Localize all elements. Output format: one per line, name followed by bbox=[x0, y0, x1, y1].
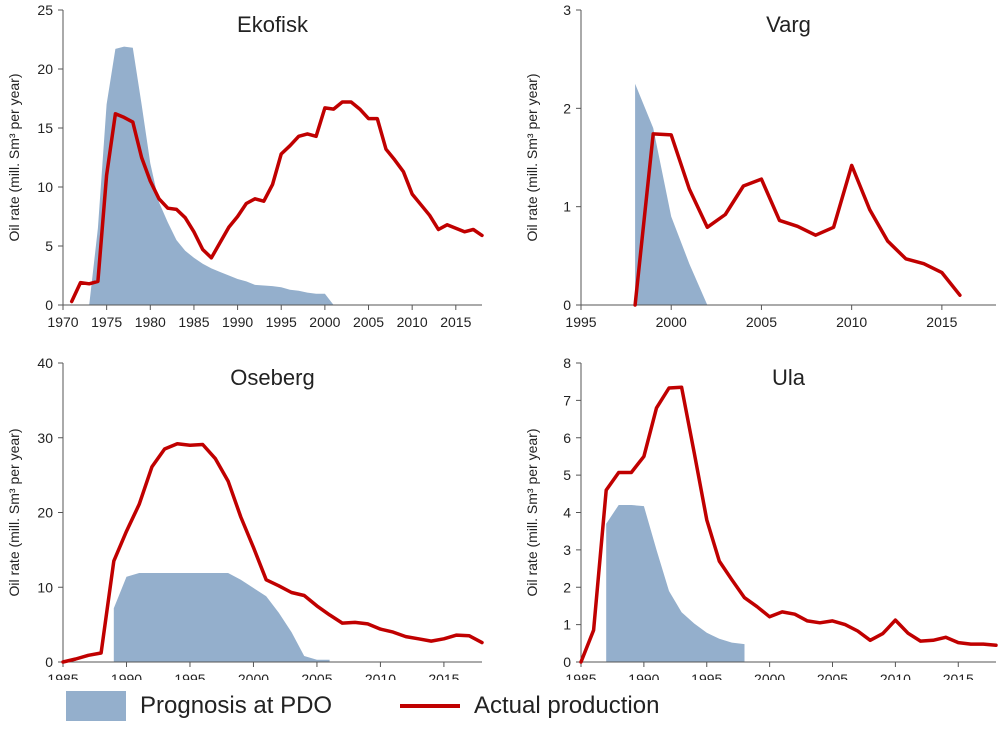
legend-swatch-actual bbox=[400, 704, 460, 708]
y-tick-label: 2 bbox=[563, 100, 571, 116]
legend-item-prognosis: Prognosis at PDO bbox=[66, 686, 332, 726]
y-tick-label: 1 bbox=[563, 199, 571, 215]
x-tick-label: 2005 bbox=[746, 314, 777, 330]
prognosis-area bbox=[89, 46, 334, 305]
y-tick-label: 20 bbox=[37, 61, 53, 77]
x-tick-label: 2000 bbox=[238, 671, 269, 680]
y-tick-label: 25 bbox=[37, 2, 53, 18]
x-tick-label: 1995 bbox=[174, 671, 205, 680]
chart-panel-oseberg: 1985 1990 1995 2000 2005 2010 2015 0 10 20 30 40 Oil… bbox=[6, 355, 484, 680]
panel-title: Ekofisk bbox=[237, 12, 309, 37]
x-tick-label: 2000 bbox=[309, 314, 340, 330]
prognosis-area bbox=[113, 573, 330, 662]
panel-title: Oseberg bbox=[230, 365, 314, 390]
x-tick-label: 2005 bbox=[817, 671, 848, 680]
x-tick-label: 2015 bbox=[926, 314, 957, 330]
actual-production-line bbox=[61, 441, 484, 664]
actual-production-line bbox=[579, 385, 998, 664]
y-tick-label: 40 bbox=[37, 355, 53, 371]
x-tick-label: 1990 bbox=[111, 671, 142, 680]
x-tick-label: 1985 bbox=[178, 314, 209, 330]
x-tick-label: 1985 bbox=[47, 671, 78, 680]
x-tick-label: 2010 bbox=[397, 314, 428, 330]
y-axis-label: Oil rate (mill. Sm³ per year) bbox=[524, 428, 540, 596]
panel-title: Varg bbox=[766, 12, 811, 37]
chart-figure: 1970 1975 1980 1985 1990 1995 2000 2005 2010 2015… bbox=[6, 2, 998, 680]
x-tick-label: 2005 bbox=[301, 671, 332, 680]
y-axis-label: Oil rate (mill. Sm³ per year) bbox=[6, 73, 22, 241]
x-tick-label: 1980 bbox=[135, 314, 166, 330]
y-tick-label: 4 bbox=[563, 505, 571, 521]
x-tick-label: 2015 bbox=[440, 314, 471, 330]
x-tick-label: 1985 bbox=[565, 671, 596, 680]
x-tick-label: 1995 bbox=[691, 671, 722, 680]
y-tick-label: 15 bbox=[37, 120, 53, 136]
y-tick-label: 10 bbox=[37, 179, 53, 195]
y-tick-label: 2 bbox=[563, 579, 571, 595]
y-axis-label: Oil rate (mill. Sm³ per year) bbox=[6, 428, 22, 596]
legend-label-actual: Actual production bbox=[474, 692, 660, 719]
x-tick-label: 2005 bbox=[353, 314, 384, 330]
chart-panel-ula: 1985 1990 1995 2000 2005 2010 2015 0 1 2 3 4 5 6 7 8 Oil… bbox=[524, 355, 998, 680]
prognosis-area bbox=[606, 505, 745, 662]
y-tick-label: 3 bbox=[563, 542, 571, 558]
y-tick-label: 20 bbox=[37, 505, 53, 521]
x-tick-label: 1995 bbox=[266, 314, 297, 330]
x-tick-label: 2010 bbox=[836, 314, 867, 330]
y-tick-label: 10 bbox=[37, 579, 53, 595]
x-tick-label: 2000 bbox=[656, 314, 687, 330]
y-tick-label: 5 bbox=[45, 238, 53, 254]
panel-title: Ula bbox=[772, 365, 806, 390]
y-tick-label: 0 bbox=[563, 297, 571, 313]
legend: Prognosis at PDO Actual production bbox=[60, 686, 960, 726]
x-tick-label: 2010 bbox=[880, 671, 911, 680]
y-axis-label: Oil rate (mill. Sm³ per year) bbox=[524, 73, 540, 241]
legend-item-actual: Actual production bbox=[400, 686, 659, 726]
x-tick-label: 2010 bbox=[365, 671, 396, 680]
legend-swatch-prognosis bbox=[66, 691, 126, 721]
y-tick-label: 6 bbox=[563, 430, 571, 446]
y-tick-label: 8 bbox=[563, 355, 571, 371]
x-tick-label: 2000 bbox=[754, 671, 785, 680]
y-tick-label: 0 bbox=[563, 654, 571, 670]
x-tick-label: 1975 bbox=[91, 314, 122, 330]
x-tick-label: 2015 bbox=[943, 671, 974, 680]
legend-label-prognosis: Prognosis at PDO bbox=[140, 692, 333, 719]
actual-production-line bbox=[69, 100, 484, 304]
x-tick-label: 1990 bbox=[222, 314, 253, 330]
y-tick-label: 30 bbox=[37, 430, 53, 446]
y-tick-label: 0 bbox=[45, 297, 53, 313]
y-tick-label: 7 bbox=[563, 392, 571, 408]
x-tick-label: 1995 bbox=[565, 314, 596, 330]
x-tick-label: 1990 bbox=[628, 671, 659, 680]
y-tick-label: 0 bbox=[45, 654, 53, 670]
y-tick-label: 5 bbox=[563, 467, 571, 483]
x-tick-label: 1970 bbox=[47, 314, 78, 330]
x-tick-label: 2015 bbox=[428, 671, 459, 680]
chart-panel-varg: 1995 2000 2005 2010 2015 0 1 2 3 Oil rate (mill. … bbox=[524, 2, 996, 330]
chart-panel-ekofisk: 1970 1975 1980 1985 1990 1995 2000 2005 2010 2015… bbox=[6, 2, 484, 330]
y-tick-label: 3 bbox=[563, 2, 571, 18]
actual-production-line bbox=[633, 132, 962, 307]
y-tick-label: 1 bbox=[563, 617, 571, 633]
